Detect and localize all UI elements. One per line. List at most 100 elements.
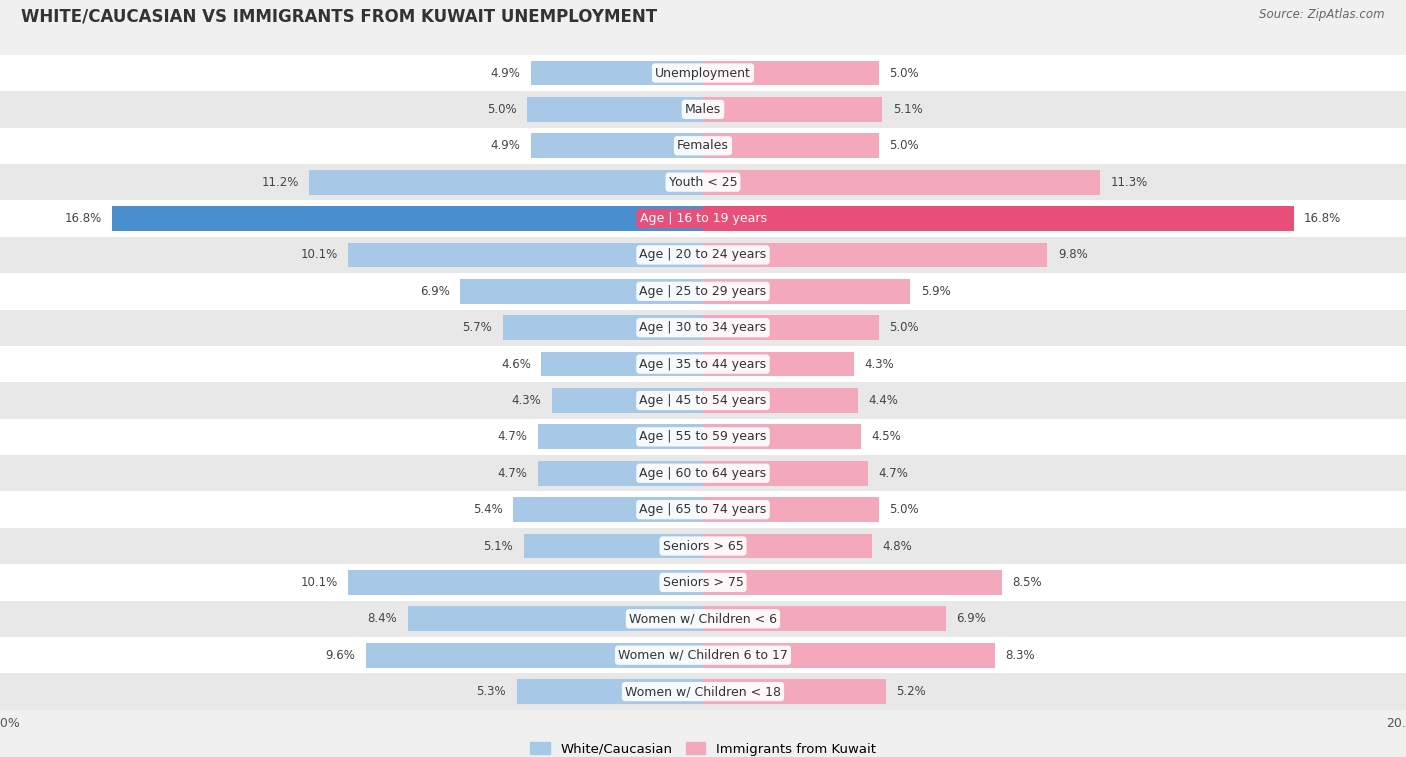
Bar [541,352,703,376]
Text: Age | 60 to 64 years: Age | 60 to 64 years [640,467,766,480]
Bar [703,461,869,486]
Text: Women w/ Children < 18: Women w/ Children < 18 [626,685,780,698]
Text: 10.1%: 10.1% [301,576,337,589]
Bar [537,461,703,486]
Legend: White/Caucasian, Immigrants from Kuwait: White/Caucasian, Immigrants from Kuwait [524,737,882,757]
Text: 5.1%: 5.1% [484,540,513,553]
Text: 9.8%: 9.8% [1059,248,1088,261]
Bar [0,91,1406,128]
Text: 5.0%: 5.0% [486,103,517,116]
Text: 4.3%: 4.3% [512,394,541,407]
Bar [112,206,703,231]
Text: 4.6%: 4.6% [501,357,531,371]
Bar [0,346,1406,382]
Bar [0,55,1406,91]
Text: 5.9%: 5.9% [921,285,950,298]
Bar [703,534,872,559]
Bar [524,534,703,559]
Text: Age | 16 to 19 years: Age | 16 to 19 years [640,212,766,225]
Bar [531,61,703,86]
Bar [703,279,911,304]
Bar [551,388,703,413]
Text: 5.0%: 5.0% [889,503,920,516]
Bar [366,643,703,668]
Text: Age | 45 to 54 years: Age | 45 to 54 years [640,394,766,407]
Bar [703,206,1294,231]
Bar [349,570,703,595]
Bar [703,352,855,376]
Text: Age | 20 to 24 years: Age | 20 to 24 years [640,248,766,261]
Text: Age | 30 to 34 years: Age | 30 to 34 years [640,321,766,334]
Text: 8.5%: 8.5% [1012,576,1042,589]
Text: Women w/ Children 6 to 17: Women w/ Children 6 to 17 [619,649,787,662]
Bar [703,679,886,704]
Text: 8.3%: 8.3% [1005,649,1035,662]
Text: Age | 35 to 44 years: Age | 35 to 44 years [640,357,766,371]
Bar [0,273,1406,310]
Text: Women w/ Children < 6: Women w/ Children < 6 [628,612,778,625]
Text: 4.7%: 4.7% [498,467,527,480]
Bar [703,643,995,668]
Bar [703,606,945,631]
Bar [703,497,879,522]
Text: 6.9%: 6.9% [420,285,450,298]
Text: Males: Males [685,103,721,116]
Bar [0,528,1406,564]
Bar [461,279,703,304]
Text: Seniors > 65: Seniors > 65 [662,540,744,553]
Text: 4.5%: 4.5% [872,431,901,444]
Text: 16.8%: 16.8% [65,212,101,225]
Bar [703,61,879,86]
Bar [0,455,1406,491]
Bar [703,316,879,340]
Bar [0,201,1406,237]
Text: 11.2%: 11.2% [262,176,299,188]
Text: 6.9%: 6.9% [956,612,986,625]
Text: 5.0%: 5.0% [889,67,920,79]
Text: 5.3%: 5.3% [477,685,506,698]
Bar [0,637,1406,674]
Text: 5.4%: 5.4% [472,503,503,516]
Bar [537,425,703,449]
Text: 10.1%: 10.1% [301,248,337,261]
Bar [349,242,703,267]
Text: 5.0%: 5.0% [889,321,920,334]
Text: 5.7%: 5.7% [463,321,492,334]
Bar [703,388,858,413]
Bar [0,164,1406,201]
Text: Age | 25 to 29 years: Age | 25 to 29 years [640,285,766,298]
Text: Seniors > 75: Seniors > 75 [662,576,744,589]
Bar [408,606,703,631]
Bar [503,316,703,340]
Bar [513,497,703,522]
Bar [703,170,1099,195]
Bar [703,570,1001,595]
Bar [531,133,703,158]
Bar [517,679,703,704]
Bar [0,674,1406,710]
Text: 8.4%: 8.4% [367,612,398,625]
Bar [0,237,1406,273]
Text: Age | 55 to 59 years: Age | 55 to 59 years [640,431,766,444]
Text: 4.9%: 4.9% [491,139,520,152]
Text: 16.8%: 16.8% [1305,212,1341,225]
Text: WHITE/CAUCASIAN VS IMMIGRANTS FROM KUWAIT UNEMPLOYMENT: WHITE/CAUCASIAN VS IMMIGRANTS FROM KUWAI… [21,8,657,26]
Text: Unemployment: Unemployment [655,67,751,79]
Bar [703,242,1047,267]
Text: Source: ZipAtlas.com: Source: ZipAtlas.com [1260,8,1385,20]
Text: 5.2%: 5.2% [897,685,927,698]
Text: 5.1%: 5.1% [893,103,922,116]
Bar [703,97,883,122]
Bar [0,491,1406,528]
Text: 11.3%: 11.3% [1111,176,1147,188]
Bar [0,419,1406,455]
Bar [0,382,1406,419]
Text: 4.7%: 4.7% [879,467,908,480]
Text: 9.6%: 9.6% [325,649,354,662]
Bar [0,600,1406,637]
Bar [703,133,879,158]
Text: 5.0%: 5.0% [889,139,920,152]
Bar [0,310,1406,346]
Bar [0,128,1406,164]
Bar [0,564,1406,600]
